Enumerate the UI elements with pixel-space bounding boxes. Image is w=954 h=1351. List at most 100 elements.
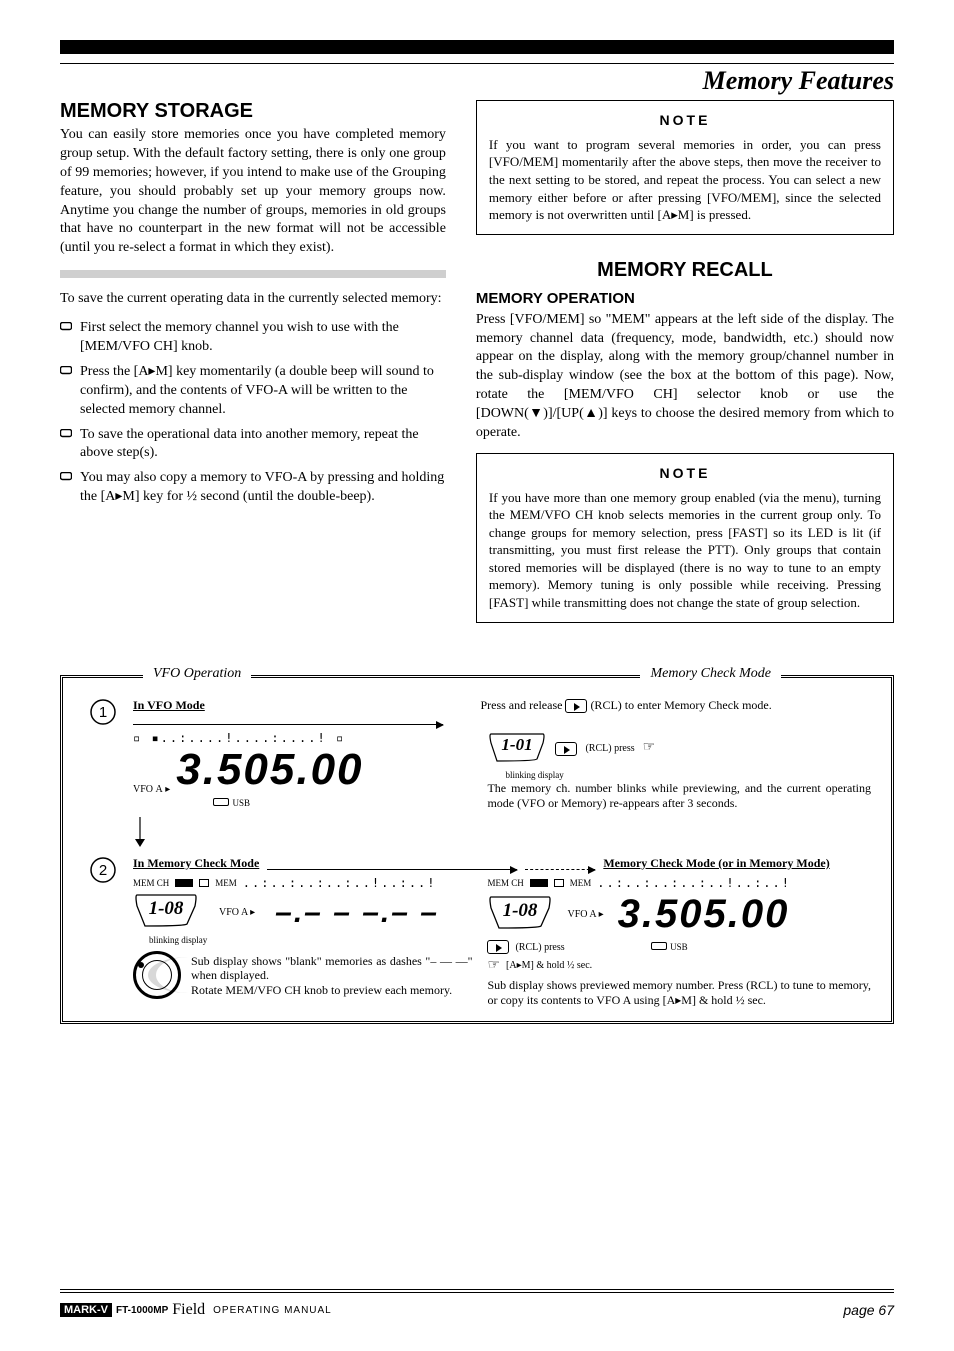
rcl-label: (RCL) press (585, 743, 634, 755)
step-circle: 1 (83, 698, 123, 731)
filled-rect-icon (530, 879, 548, 887)
lcd-freq-main: 3.505.00 (176, 745, 363, 795)
play-button-icon (487, 940, 509, 954)
brand-badge: MARK-V FT-1000MP Field OPERATING MANUAL (60, 1301, 332, 1319)
column-left: MEMORY STORAGE You can easily store memo… (60, 100, 446, 513)
play-button-icon (555, 742, 577, 756)
fig-p2: The memory ch. number blinks while previ… (487, 781, 871, 810)
fig-row1-text: Press and release (RCL) to enter Memory … (480, 698, 871, 713)
header-rule (60, 40, 894, 64)
fig-p1-rcl: (RCL) (590, 698, 621, 712)
mem-label: MEM (215, 878, 237, 888)
lcd-dots: ..:..:..:..:..!..:..! (597, 876, 871, 890)
step-text: First select the memory channel you wish… (80, 319, 446, 357)
open-rect-icon (199, 879, 209, 887)
note-2-title: NOTE (489, 464, 881, 483)
step3-text: Sub display shows previewed memory numbe… (487, 978, 871, 1007)
column-right: NOTE If you want to program several memo… (476, 100, 894, 647)
open-rect-icon (554, 879, 564, 887)
note-1-title: NOTE (489, 111, 881, 130)
gray-separator (60, 270, 446, 278)
play-button-icon (565, 699, 587, 713)
usb-rect-icon (651, 942, 667, 950)
section-title-storage: MEMORY STORAGE (60, 100, 446, 123)
footer-manual: OPERATING MANUAL (213, 1305, 332, 1316)
fig-row-1: 1 In VFO Mode Press and release (RCL) to… (83, 698, 871, 811)
arrow-right-icon (133, 724, 443, 725)
subsection-recall-op: MEMORY OPERATION (476, 290, 894, 307)
vfo-a-tri: VFO A ▸ (567, 909, 603, 920)
mem-badge-icon: 1-08 (487, 894, 553, 935)
blink-caption: blinking display (505, 770, 871, 781)
mem-check-label: In Memory Check Mode (133, 856, 259, 870)
lcd-meter-dots: ▫ ▪..:....!....:....! ▫ (133, 731, 472, 745)
blink-caption: blinking display (149, 935, 472, 945)
fig-row1-right: 1-01 (RCL) press ☞ blinking display The … (487, 731, 871, 810)
step-item: You may also copy a memory to VFO-A by p… (60, 469, 446, 507)
arrow-right-icon (267, 869, 517, 870)
hand-icon: ☞ (643, 740, 656, 757)
note-1-body: If you want to program several memories … (489, 136, 881, 224)
step-circle: 2 (83, 856, 123, 889)
mem-label: MEM (570, 878, 592, 888)
bullet-icon (60, 366, 72, 376)
steps-list: First select the memory channel you wish… (60, 319, 446, 507)
mem-ch-label: MEM CH (487, 878, 523, 888)
chapter-title: Memory Features (60, 66, 894, 96)
brand-field: Field (172, 1301, 205, 1319)
svg-text:1-01: 1-01 (502, 735, 533, 754)
step-text: Press the [A▸M] key momentarily (a doubl… (80, 363, 446, 420)
step-item: To save the operational data into anothe… (60, 426, 446, 464)
mem-badge-icon: 1-08 (133, 892, 199, 933)
down-arrow-icon (133, 817, 871, 852)
am-hold-label: [A▸M] & hold ½ sec. (506, 960, 592, 971)
storage-intro: You can easily store memories once you h… (60, 126, 446, 258)
bullet-icon (60, 429, 72, 439)
brand-model: FT-1000MP (116, 1305, 168, 1316)
recall-body: Press [VFO/MEM] so "MEM" appears at the … (476, 311, 894, 443)
vfo-label: In VFO Mode (133, 698, 472, 712)
mem-ch-label: MEM CH (133, 878, 169, 888)
svg-text:2: 2 (99, 862, 107, 879)
svg-text:1-08: 1-08 (503, 900, 538, 921)
svg-text:1: 1 (99, 704, 107, 721)
brand-markv: MARK-V (60, 1303, 112, 1317)
hand-icon: ☞ (487, 957, 500, 974)
knob-icon (133, 951, 181, 999)
step2-text-a: Sub display shows "blank" memories as da… (191, 954, 472, 983)
lcd-dashes: –.– – –.– – (275, 896, 439, 930)
step3-label: Memory Check Mode (or in Memory Mode) (603, 856, 871, 870)
note-2-body: If you have more than one memory group e… (489, 489, 881, 612)
lcd-freq-right: 3.505.00 (618, 892, 790, 937)
main-columns: MEMORY STORAGE You can easily store memo… (60, 100, 894, 647)
bullet-icon (60, 322, 72, 332)
rcl-press-label: (RCL) press (515, 942, 564, 953)
vfo-a-tri: VFO A ▸ (219, 907, 255, 918)
step-item: First select the memory channel you wish… (60, 319, 446, 357)
mem-badge-icon: 1-01 (487, 731, 547, 766)
filled-rect-icon (175, 879, 193, 887)
lcd-dots: ..:..:..:..:..!..:..! (243, 876, 473, 890)
footer: MARK-V FT-1000MP Field OPERATING MANUAL … (60, 1289, 894, 1319)
note-box-1: NOTE If you want to program several memo… (476, 100, 894, 235)
section-title-recall: MEMORY RECALL (476, 259, 894, 282)
steps-intro: To save the current operating data in th… (60, 290, 446, 309)
knob-caption: Rotate MEM/VFO CH knob to preview each m… (191, 983, 472, 997)
fig-row-2: 2 In Memory Check Mode Memory Check Mode… (83, 856, 871, 1007)
step-item: Press the [A▸M] key momentarily (a doubl… (60, 363, 446, 420)
page-number: page 67 (843, 1302, 894, 1318)
note-box-2: NOTE If you have more than one memory gr… (476, 453, 894, 623)
bullet-icon (60, 472, 72, 482)
figure-frame: VFO Operation Memory Check Mode 1 In VFO… (60, 675, 894, 1025)
svg-text:1-08: 1-08 (149, 898, 184, 919)
usb-label: USB (233, 798, 251, 808)
usb-label: USB (670, 942, 688, 952)
vfo-a-label: VFO A ▸ (133, 784, 170, 795)
figure-title-left: VFO Operation (143, 666, 251, 682)
step-text: To save the operational data into anothe… (80, 426, 446, 464)
step-text: You may also copy a memory to VFO-A by p… (80, 469, 446, 507)
fig-p1-pre: Press and release (480, 698, 562, 712)
usb-rect-icon (213, 798, 229, 806)
arrow-dashed-icon (525, 869, 595, 870)
figure-title-right: Memory Check Mode (640, 666, 781, 682)
